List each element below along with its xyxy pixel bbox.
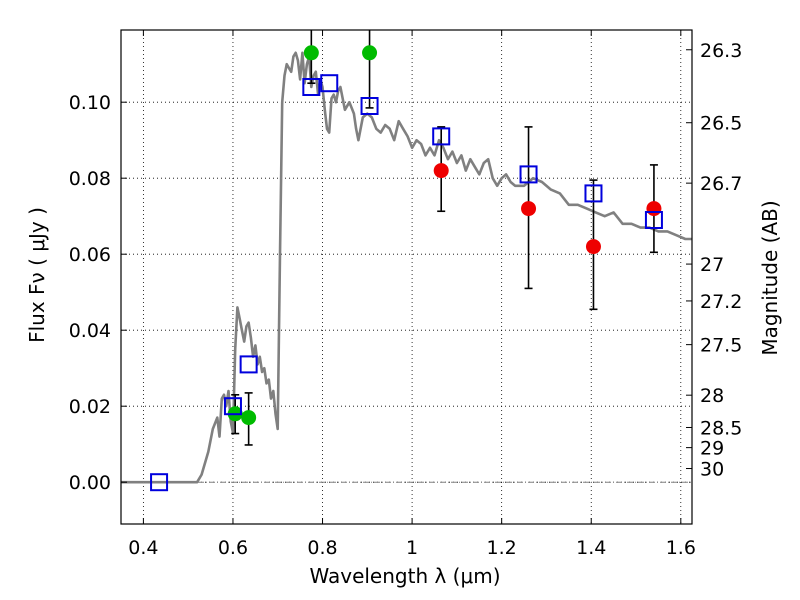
plot-area bbox=[121, 30, 692, 492]
model-square-marker bbox=[302, 78, 321, 96]
y-axis-right-title: Magnitude (AB) bbox=[758, 200, 782, 355]
right-tick-label: 29 bbox=[700, 438, 724, 460]
right-tick-label: 26.7 bbox=[700, 173, 742, 195]
model-square-marker bbox=[239, 355, 258, 374]
right-tick-label: 26.3 bbox=[700, 40, 742, 62]
y-tick-label: 0.00 bbox=[69, 472, 111, 494]
right-tick-label: 27.2 bbox=[700, 291, 742, 313]
grid-lines bbox=[121, 30, 692, 524]
right-tick-label: 27 bbox=[700, 254, 724, 276]
y-tick-label: 0.10 bbox=[69, 92, 111, 114]
x-tick-label: 1 bbox=[406, 537, 418, 559]
x-axis-title: Wavelength λ (μm) bbox=[309, 564, 500, 588]
y-tick-label: 0.04 bbox=[69, 320, 111, 342]
x-tick-label: 0.4 bbox=[128, 537, 158, 559]
model-square-marker bbox=[519, 165, 538, 184]
model-square-marker bbox=[584, 184, 603, 203]
plot-frame bbox=[120, 29, 693, 525]
model-square-marker bbox=[150, 473, 169, 492]
x-tick-label: 1.6 bbox=[666, 537, 696, 559]
red-data-point bbox=[585, 239, 601, 255]
right-tick-label: 27.5 bbox=[700, 335, 742, 357]
right-tick-label: 28 bbox=[700, 385, 724, 407]
x-axis: 0.4 0.6 0.8 1 1.2 1.4 1.6 bbox=[128, 30, 696, 559]
x-tick-label: 0.6 bbox=[218, 537, 248, 559]
model-square-marker bbox=[320, 74, 339, 93]
model-square-marker bbox=[644, 211, 663, 229]
y-tick-label: 0.02 bbox=[69, 396, 111, 418]
right-tick-label: 30 bbox=[700, 459, 724, 481]
green-data-point bbox=[303, 45, 319, 61]
red-data-point bbox=[646, 201, 662, 217]
green-data-point bbox=[241, 410, 257, 426]
right-tick-label: 28.5 bbox=[700, 417, 742, 439]
red-data-point bbox=[521, 201, 537, 217]
model-square-marker bbox=[223, 397, 242, 416]
y-axis-left: 0.00 0.02 0.04 0.06 0.08 0.10 bbox=[69, 92, 127, 494]
green-data-point bbox=[362, 45, 378, 61]
model-square-marker bbox=[360, 97, 379, 115]
x-tick-label: 1.4 bbox=[576, 537, 606, 559]
right-tick-label: 26.5 bbox=[700, 113, 742, 135]
red-data-point bbox=[433, 163, 449, 179]
model-square-marker bbox=[432, 127, 451, 146]
y-tick-label: 0.06 bbox=[69, 244, 111, 266]
model-spectrum-line bbox=[121, 51, 692, 484]
y-tick-label: 0.08 bbox=[69, 168, 111, 190]
y-axis-left-title: Flux Fν ( μJy ) bbox=[25, 207, 49, 343]
x-tick-label: 0.8 bbox=[307, 537, 337, 559]
x-tick-label: 1.2 bbox=[487, 537, 517, 559]
